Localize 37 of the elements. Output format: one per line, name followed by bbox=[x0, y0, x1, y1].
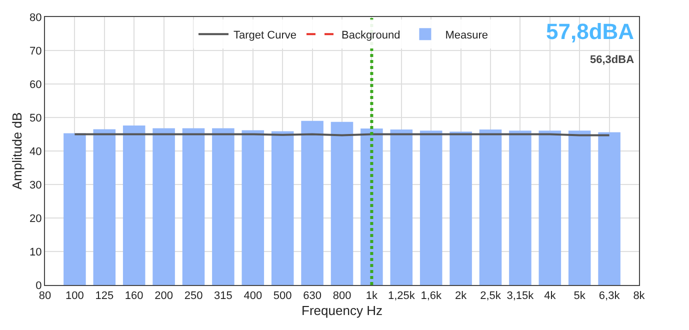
x-tick-label: 100 bbox=[66, 290, 84, 302]
x-tick-label: 1k bbox=[366, 290, 378, 302]
x-tick-label: 80 bbox=[38, 290, 52, 302]
y-tick-label: 10 bbox=[30, 246, 42, 258]
legend-label: Target Curve bbox=[234, 29, 296, 42]
x-tick-label: 6,3k bbox=[598, 290, 620, 302]
x-tick-label: 8k bbox=[633, 290, 646, 302]
x-tick-label: 200 bbox=[154, 290, 173, 302]
x-tick-label: 2k bbox=[454, 290, 468, 302]
legend-label: Background bbox=[341, 29, 400, 42]
annotation: 56,3dBA bbox=[590, 54, 634, 66]
annotation: 57,8dBA bbox=[546, 19, 634, 44]
x-tick-label: 125 bbox=[95, 290, 114, 302]
x-tick-label: 800 bbox=[332, 290, 352, 302]
y-tick-label: 50 bbox=[30, 112, 42, 124]
x-tick-label: 315 bbox=[214, 290, 232, 302]
y-tick-label: 80 bbox=[30, 12, 42, 24]
x-tick-label: 1,6k bbox=[420, 290, 442, 302]
y-axis-title: Amplitude dB bbox=[10, 112, 24, 190]
y-tick-label: 0 bbox=[36, 280, 42, 292]
x-tick-label: 3,15k bbox=[506, 290, 534, 302]
y-tick-label: 40 bbox=[30, 146, 42, 158]
y-tick-label: 70 bbox=[30, 45, 42, 58]
x-tick-label: 400 bbox=[244, 290, 262, 302]
x-axis-title: Frequency Hz bbox=[302, 302, 382, 318]
x-tick-label: 4k bbox=[544, 290, 556, 302]
y-tick-label: 60 bbox=[30, 78, 42, 91]
x-tick-label: 250 bbox=[184, 290, 203, 302]
x-tick-label: 1,25k bbox=[388, 290, 416, 302]
y-tick-label: 30 bbox=[30, 179, 42, 192]
legend-label: Measure bbox=[445, 29, 488, 42]
x-tick-label: 500 bbox=[273, 290, 292, 302]
x-tick-label: 630 bbox=[303, 290, 322, 302]
x-tick-label: 2,5k bbox=[480, 290, 502, 302]
x-tick-label: 5k bbox=[574, 290, 586, 302]
x-tick-label: 160 bbox=[124, 290, 144, 302]
y-tick-label: 20 bbox=[30, 212, 42, 225]
